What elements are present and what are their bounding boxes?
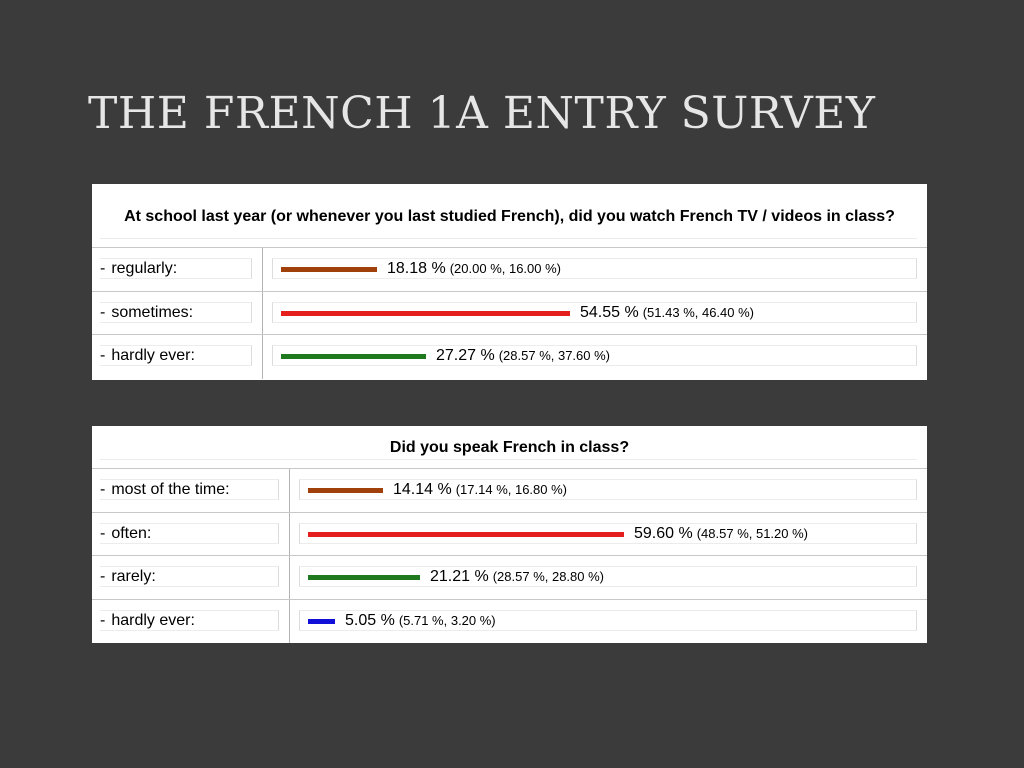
response-label-text: hardly ever: — [111, 611, 195, 629]
percentage-value: 27.27 % — [436, 347, 495, 364]
list-dash: - — [100, 524, 106, 542]
response-row: - often: 59.60 % (48.57 %, 51.20 %) — [92, 513, 927, 556]
slide-title: THE FRENCH 1A ENTRY SURVEY — [88, 88, 876, 139]
list-dash: - — [100, 568, 106, 585]
survey-question-speak-french: Did you speak French in class? - most of … — [92, 426, 927, 643]
value-label: 59.60 % (48.57 %, 51.20 %) — [634, 524, 808, 543]
comparison-values: (5.71 %, 3.20 %) — [398, 612, 496, 628]
question-title: At school last year (or whenever you las… — [92, 184, 927, 248]
percentage-value: 59.60 % — [634, 524, 693, 542]
bar-cell: 14.14 % (17.14 %, 16.80 %) — [299, 479, 917, 500]
response-bar — [308, 488, 383, 493]
bar-cell: 21.21 % (28.57 %, 28.80 %) — [299, 566, 917, 587]
value-label: 54.55 % (51.43 %, 46.40 %) — [580, 303, 754, 322]
percentage-value: 54.55 % — [580, 303, 639, 321]
bar-cell: 27.27 % (28.57 %, 37.60 %) — [272, 345, 917, 366]
response-label: - rarely: — [100, 566, 279, 587]
response-label: - hardly ever: — [100, 609, 279, 631]
response-label: - sometimes: — [100, 301, 252, 323]
response-bar — [308, 575, 420, 580]
comparison-values: (17.14 %, 16.80 %) — [455, 482, 568, 497]
value-label: 14.14 % (17.14 %, 16.80 %) — [393, 480, 567, 499]
response-label-text: most of the time: — [111, 481, 230, 498]
comparison-values: (48.57 %, 51.20 %) — [696, 525, 809, 541]
list-dash: - — [100, 347, 106, 364]
comparison-values: (28.57 %, 37.60 %) — [498, 348, 611, 363]
response-row: - hardly ever: 27.27 % (28.57 %, 37.60 %) — [92, 335, 927, 379]
question-title: Did you speak French in class? — [92, 426, 927, 469]
response-bar — [308, 618, 335, 624]
percentage-value: 21.21 % — [430, 568, 489, 585]
value-label: 18.18 % (20.00 %, 16.00 %) — [387, 259, 561, 278]
bar-cell: 18.18 % (20.00 %, 16.00 %) — [272, 258, 917, 279]
response-rows: - most of the time: 14.14 % (17.14 %, 16.80… — [92, 469, 927, 643]
list-dash: - — [100, 303, 106, 321]
survey-question-tv-videos: At school last year (or whenever you las… — [92, 184, 927, 380]
response-label: - hardly ever: — [100, 345, 252, 366]
response-row: - hardly ever: 5.05 % (5.71 %, 3.20 %) — [92, 600, 927, 644]
value-label: 21.21 % (28.57 %, 28.80 %) — [430, 567, 604, 586]
response-label-text: hardly ever: — [111, 347, 195, 364]
response-label-text: rarely: — [111, 568, 156, 585]
response-row: - most of the time: 14.14 % (17.14 %, 16.80… — [92, 469, 927, 513]
percentage-value: 18.18 % — [387, 260, 446, 277]
response-label: - often: — [100, 522, 279, 544]
response-label-text: regularly: — [111, 260, 178, 277]
column-divider — [262, 248, 263, 379]
response-label-text: often: — [111, 524, 152, 542]
response-bar — [281, 310, 570, 316]
percentage-value: 5.05 % — [345, 611, 395, 629]
bar-cell: 54.55 % (51.43 %, 46.40 %) — [272, 301, 917, 323]
response-bar — [281, 267, 377, 272]
response-row: - rarely: 21.21 % (28.57 %, 28.80 %) — [92, 556, 927, 600]
question-title-text: At school last year (or whenever you las… — [124, 208, 895, 225]
value-label: 27.27 % (28.57 %, 37.60 %) — [436, 346, 610, 365]
response-row: - regularly: 18.18 % (20.00 %, 16.00 %) — [92, 248, 927, 292]
response-rows: - regularly: 18.18 % (20.00 %, 16.00 %) - som… — [92, 248, 927, 379]
bar-cell: 59.60 % (48.57 %, 51.20 %) — [299, 522, 917, 544]
column-divider — [289, 469, 290, 643]
list-dash: - — [100, 260, 106, 277]
percentage-value: 14.14 % — [393, 481, 452, 498]
question-title-text: Did you speak French in class? — [389, 438, 630, 456]
response-row: - sometimes: 54.55 % (51.43 %, 46.40 %) — [92, 292, 927, 335]
comparison-values: (28.57 %, 28.80 %) — [492, 569, 605, 584]
value-label: 5.05 % (5.71 %, 3.20 %) — [345, 611, 496, 630]
list-dash: - — [100, 611, 106, 629]
response-label: - most of the time: — [100, 479, 279, 500]
response-bar — [281, 354, 426, 359]
response-bar — [308, 531, 624, 537]
list-dash: - — [100, 481, 106, 498]
response-label: - regularly: — [100, 258, 252, 279]
comparison-values: (20.00 %, 16.00 %) — [449, 261, 562, 276]
bar-cell: 5.05 % (5.71 %, 3.20 %) — [299, 609, 917, 631]
comparison-values: (51.43 %, 46.40 %) — [642, 304, 755, 320]
response-label-text: sometimes: — [111, 303, 194, 321]
